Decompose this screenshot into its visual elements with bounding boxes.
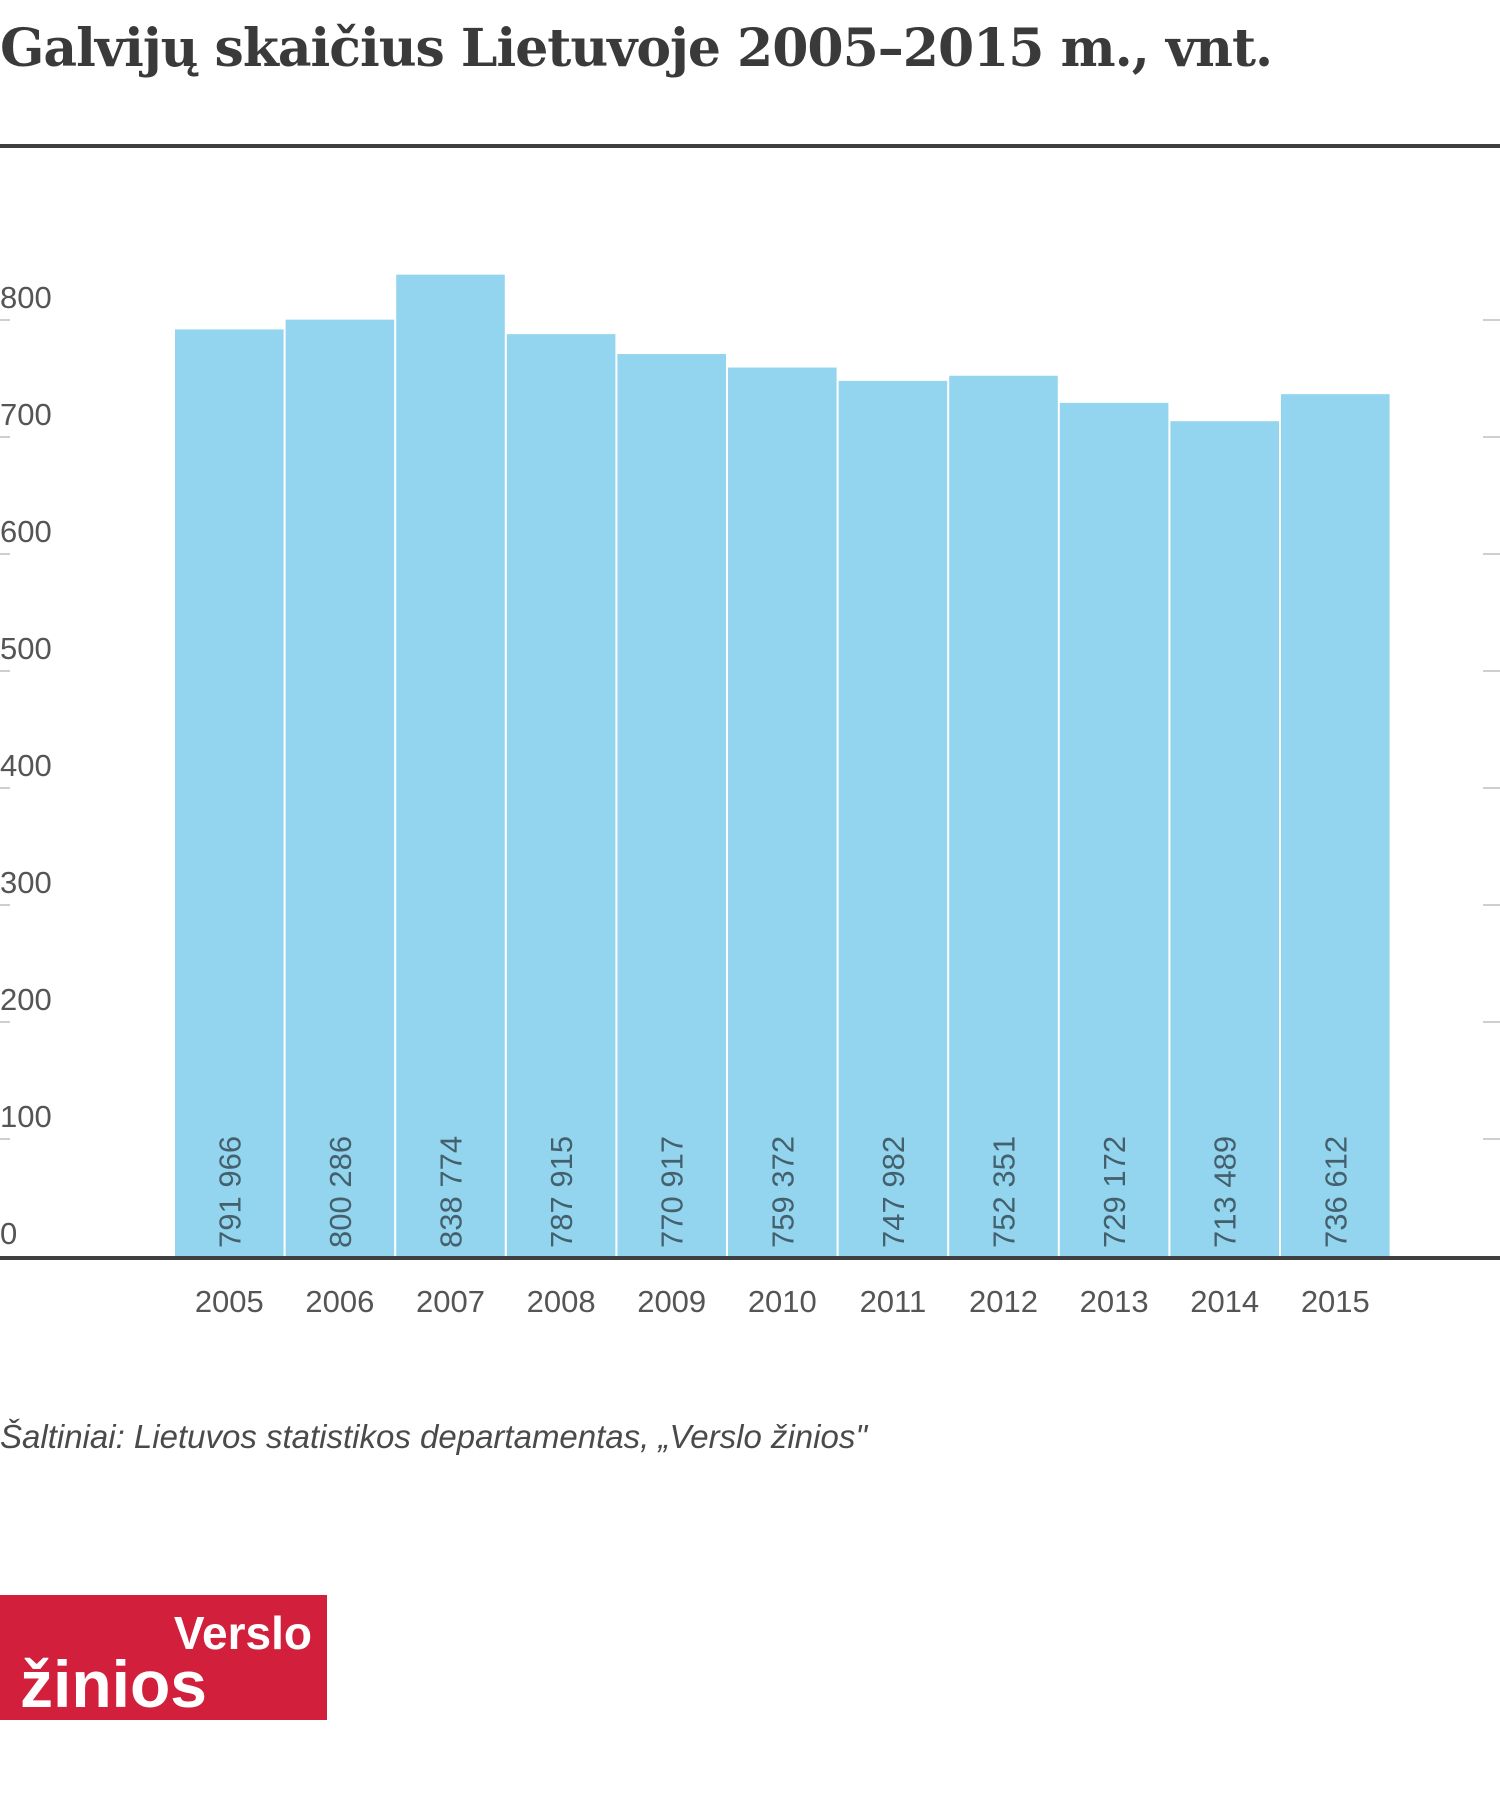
x-tick-label: 2013 (1080, 1284, 1149, 1319)
x-tick-label: 2014 (1190, 1284, 1259, 1319)
bar (175, 329, 284, 1256)
bar (1059, 402, 1169, 1256)
bar-value-label: 736 612 (1318, 1136, 1353, 1248)
y-axis: 0 100 200 300 400 500 600 700 800 (0, 280, 1500, 1251)
y-tick-label: 500 (0, 631, 52, 666)
title-divider (0, 144, 1500, 148)
y-tick-label: 0 (0, 1216, 17, 1251)
chart-title: Galvijų skaičius Lietuvoje 2005–2015 m.,… (0, 18, 1273, 79)
bar-value-label: 752 351 (987, 1136, 1022, 1248)
bar-value-label: 747 982 (876, 1136, 911, 1248)
y-tick-label: 600 (0, 514, 52, 549)
x-tick-label: 2011 (860, 1284, 927, 1319)
bar (285, 319, 395, 1256)
y-tick-label: 100 (0, 1099, 52, 1134)
source-note: Šaltiniai: Lietuvos statistikos departam… (0, 1418, 868, 1455)
bar-value-label: 770 917 (655, 1136, 690, 1248)
bar (1170, 421, 1279, 1256)
verslo-zinios-logo: Verslo žinios (0, 1595, 327, 1720)
logo-line1: Verslo (174, 1607, 312, 1659)
bars (175, 274, 1390, 1257)
x-tick-label: 2007 (416, 1284, 485, 1319)
x-tick-label: 2010 (748, 1284, 817, 1319)
x-tick-label: 2006 (305, 1284, 374, 1319)
y-tick-label: 200 (0, 982, 52, 1017)
bar (838, 380, 948, 1256)
x-tick-label: 2009 (637, 1284, 706, 1319)
x-tick-label: 2005 (195, 1284, 264, 1319)
bar (728, 367, 837, 1256)
x-tick-label: 2015 (1301, 1284, 1370, 1319)
bar (1281, 394, 1390, 1256)
bar-value-label: 713 489 (1208, 1136, 1243, 1248)
y-tick-label: 700 (0, 397, 52, 432)
bar-value-label: 759 372 (765, 1136, 800, 1248)
bar-value-label: 838 774 (434, 1136, 469, 1248)
bar-value-label: 787 915 (544, 1136, 579, 1248)
bar-value-label: 729 172 (1097, 1136, 1132, 1248)
x-axis: 2005 2006 2007 2008 2009 2010 2011 2012 2013 2014… (0, 1256, 1500, 1319)
y-tick-label: 800 (0, 280, 52, 315)
logo-line2: žinios (20, 1647, 207, 1720)
bar (506, 334, 616, 1256)
x-tick-label: 2008 (527, 1284, 596, 1319)
y-tick-label: 400 (0, 748, 52, 783)
bar (396, 274, 505, 1257)
bar-value-labels: 791 966 800 286 838 774 787 915 770 917 759 3… (212, 1136, 1353, 1248)
bar-value-label: 791 966 (212, 1136, 247, 1248)
bar (617, 354, 726, 1256)
bar-chart: 0 100 200 300 400 500 600 700 800 791 966 800 286… (0, 274, 1500, 1319)
x-tick-label: 2012 (969, 1284, 1038, 1319)
bar (949, 375, 1058, 1256)
y-tick-label: 300 (0, 865, 52, 900)
bar-value-label: 800 286 (323, 1136, 358, 1248)
